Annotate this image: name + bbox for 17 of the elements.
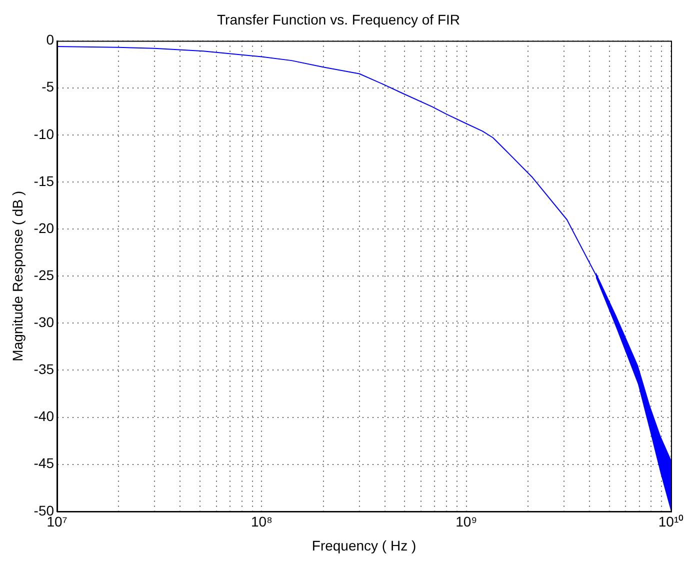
x-tick-label: 10⁸ — [250, 514, 273, 530]
y-tick-label: -20 — [34, 220, 54, 236]
x-tick-label: 10¹⁰ — [658, 514, 684, 530]
y-tick-label: -10 — [34, 126, 54, 142]
x-axis-title: Frequency ( Hz ) — [312, 537, 416, 554]
chart-title: Transfer Function vs. Frequency of FIR — [216, 11, 460, 28]
y-tick-label: -30 — [34, 314, 54, 330]
y-tick-label: -35 — [34, 361, 54, 378]
y-tick-label: -25 — [34, 266, 54, 283]
y-tick-label: -45 — [34, 455, 54, 472]
y-tick-label: 0 — [46, 32, 54, 48]
y-tick-label: -15 — [34, 172, 54, 189]
y-tick-label: -5 — [42, 78, 54, 95]
y-axis-title: Magnitude Response ( dB ) — [9, 190, 26, 362]
y-tick-label: -40 — [34, 408, 54, 424]
x-tick-label: 10⁹ — [456, 514, 478, 530]
y-tick-label: -50 — [34, 502, 54, 518]
